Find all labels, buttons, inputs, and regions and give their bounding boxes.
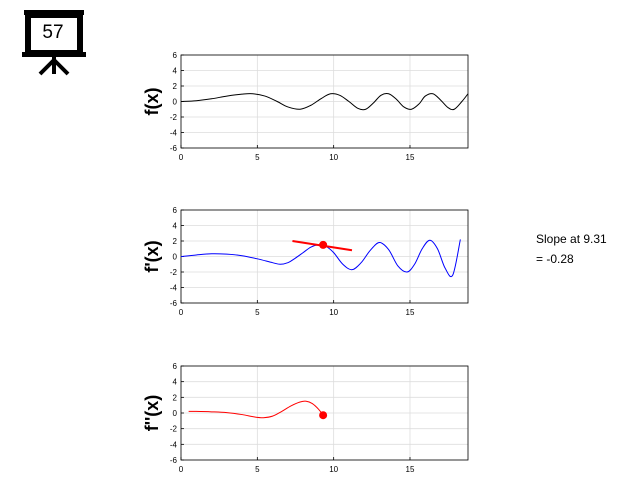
y-tick-label: -6 (170, 456, 178, 465)
x-tick-label: 15 (406, 153, 415, 162)
y-tick-label: 6 (173, 51, 178, 60)
presentation-board-icon (18, 8, 90, 76)
point-marker-fdoubleprime (319, 411, 328, 420)
x-tick-label: 0 (179, 465, 184, 474)
y-tick-label: -4 (170, 129, 178, 138)
point-marker-fprime (319, 240, 328, 249)
y-axis-label: f(x) (142, 88, 162, 116)
x-tick-label: 5 (255, 153, 260, 162)
y-tick-label: 6 (173, 206, 178, 215)
y-axis-label: f''(x) (142, 395, 162, 432)
series-line-fprime (180, 239, 461, 278)
y-tick-label: 0 (173, 98, 178, 107)
y-axis-label: f'(x) (142, 240, 162, 272)
y-tick-label: 2 (173, 237, 178, 246)
y-tick-label: 6 (173, 362, 178, 371)
y-tick-label: 0 (173, 409, 178, 418)
x-tick-label: 15 (406, 465, 415, 474)
y-tick-label: -6 (170, 299, 178, 308)
y-tick-label: 0 (173, 253, 178, 262)
y-tick-label: 2 (173, 393, 178, 402)
slide-number: 57 (42, 22, 64, 43)
slope-readout-line2: = -0.28 (536, 252, 574, 266)
y-tick-label: 4 (173, 222, 178, 231)
y-tick-label: 4 (173, 378, 178, 387)
y-tick-label: -4 (170, 440, 178, 449)
series-line-fdoubleprime (188, 400, 324, 419)
series-line-f (180, 93, 469, 111)
x-tick-label: 5 (255, 465, 260, 474)
slope-readout-line1: Slope at 9.31 (536, 232, 607, 246)
y-tick-label: -2 (170, 113, 178, 122)
x-tick-label: 0 (179, 153, 184, 162)
x-tick-label: 10 (329, 153, 338, 162)
y-tick-label: 2 (173, 82, 178, 91)
y-tick-label: -4 (170, 284, 178, 293)
x-tick-label: 5 (255, 308, 260, 317)
y-tick-label: -6 (170, 144, 178, 153)
y-tick-label: 4 (173, 67, 178, 76)
y-tick-label: -2 (170, 268, 178, 277)
y-tick-label: -2 (170, 425, 178, 434)
x-tick-label: 10 (329, 465, 338, 474)
x-tick-label: 0 (179, 308, 184, 317)
slope-readout: Slope at 9.31 = -0.28 (536, 229, 636, 269)
x-tick-label: 15 (406, 308, 415, 317)
x-tick-label: 10 (329, 308, 338, 317)
